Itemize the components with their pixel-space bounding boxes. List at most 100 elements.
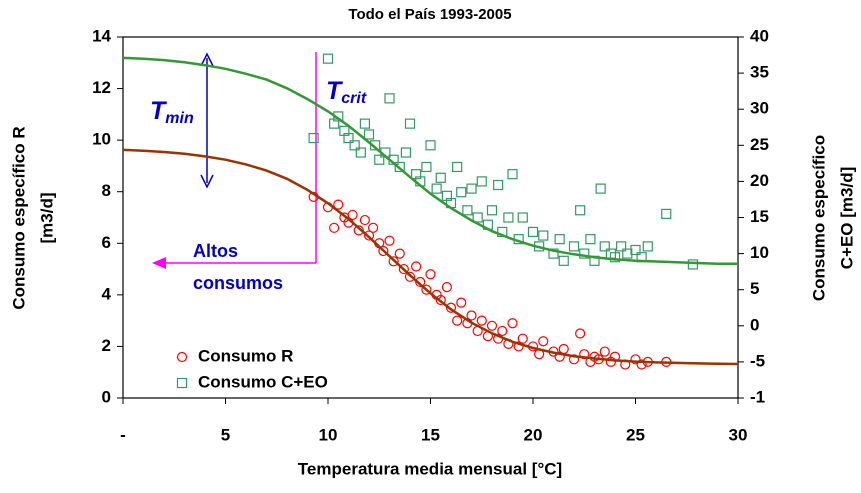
point xyxy=(400,147,411,158)
x-tick-label: 20 xyxy=(524,425,543,444)
point xyxy=(378,245,389,257)
point xyxy=(466,183,477,194)
y2-tick-label: 0 xyxy=(750,315,759,334)
x-tick-label: 30 xyxy=(729,425,748,444)
point xyxy=(517,333,528,344)
y-tick-label: 6 xyxy=(102,233,111,252)
y2-tick-label: 30 xyxy=(750,99,769,118)
fit-line xyxy=(122,148,739,366)
annotation: Altos xyxy=(193,241,238,261)
fit-line xyxy=(122,56,738,265)
point xyxy=(425,140,436,151)
point xyxy=(630,244,641,256)
point xyxy=(456,297,467,308)
point xyxy=(527,226,539,238)
legend-label: Consumo R xyxy=(198,346,293,365)
chart-title: Todo el País 1993-2005 xyxy=(348,6,511,23)
point xyxy=(575,205,586,216)
point xyxy=(599,346,610,357)
point xyxy=(642,241,653,252)
point xyxy=(368,222,379,233)
point xyxy=(476,315,487,326)
point xyxy=(456,187,467,198)
x-axis-title: Temperatura media mensual [°C] xyxy=(298,459,562,478)
point xyxy=(431,183,442,194)
annotation: Tmin xyxy=(150,97,194,128)
annotation: Tcrit xyxy=(326,77,367,108)
y2-tick-label: -1 xyxy=(750,387,765,406)
point xyxy=(507,169,518,180)
point xyxy=(421,161,432,173)
point xyxy=(374,154,385,165)
y-tick-label: 10 xyxy=(92,130,111,149)
point xyxy=(585,234,596,245)
point xyxy=(363,230,375,241)
point xyxy=(558,255,569,266)
point xyxy=(558,343,569,355)
point xyxy=(363,129,375,140)
y-axis-title: [m3/d] xyxy=(37,193,56,244)
point xyxy=(538,230,549,241)
point xyxy=(466,310,477,321)
point xyxy=(343,132,354,144)
point xyxy=(435,294,446,306)
point xyxy=(568,241,580,252)
annotation-sub: min xyxy=(165,110,194,127)
point xyxy=(333,199,344,210)
point xyxy=(404,271,416,282)
point xyxy=(329,222,340,233)
point xyxy=(452,161,463,173)
y2-axis-title: C+EO [m3/d] xyxy=(837,167,856,270)
y-axis-title: Consumo específico R xyxy=(9,126,28,309)
point xyxy=(476,176,487,187)
point xyxy=(554,234,565,245)
point xyxy=(398,263,409,275)
annotation-text: T xyxy=(326,77,344,105)
legend-marker xyxy=(176,351,188,363)
point xyxy=(394,161,405,173)
y-tick-label: 4 xyxy=(102,284,112,303)
y2-tick-label: 5 xyxy=(750,279,759,298)
point xyxy=(636,359,647,370)
point xyxy=(687,259,699,270)
x-tick-label: 10 xyxy=(319,425,338,444)
point xyxy=(441,282,452,293)
point xyxy=(579,248,590,259)
point xyxy=(568,354,580,365)
point xyxy=(513,341,524,352)
point xyxy=(616,241,627,252)
point xyxy=(486,320,498,331)
point xyxy=(435,172,446,183)
y2-tick-label: 10 xyxy=(750,243,769,262)
annotation: consumos xyxy=(193,273,283,293)
y2-axis-title: Consumo específico xyxy=(809,135,828,301)
point xyxy=(388,256,399,267)
point xyxy=(486,205,498,216)
x-tick-label: 15 xyxy=(421,425,440,444)
point xyxy=(411,261,422,272)
x-tick-label: 25 xyxy=(626,425,645,444)
annotation-arrows xyxy=(152,52,317,269)
point xyxy=(359,214,370,226)
point xyxy=(579,349,590,360)
point xyxy=(599,241,610,252)
plot-area xyxy=(122,36,739,399)
point xyxy=(404,118,416,129)
point xyxy=(595,183,606,194)
point xyxy=(355,147,366,158)
point xyxy=(394,248,405,259)
point xyxy=(497,325,508,337)
tmin-arrowheads xyxy=(200,52,214,189)
point xyxy=(349,140,360,151)
annotation-text: T xyxy=(150,97,168,125)
point xyxy=(575,328,586,339)
point xyxy=(462,205,473,216)
point xyxy=(554,351,565,362)
x-tick-label: - xyxy=(120,425,126,444)
point xyxy=(359,118,370,129)
point xyxy=(503,212,514,223)
point xyxy=(421,284,432,295)
y-tick-label: 14 xyxy=(92,26,111,45)
